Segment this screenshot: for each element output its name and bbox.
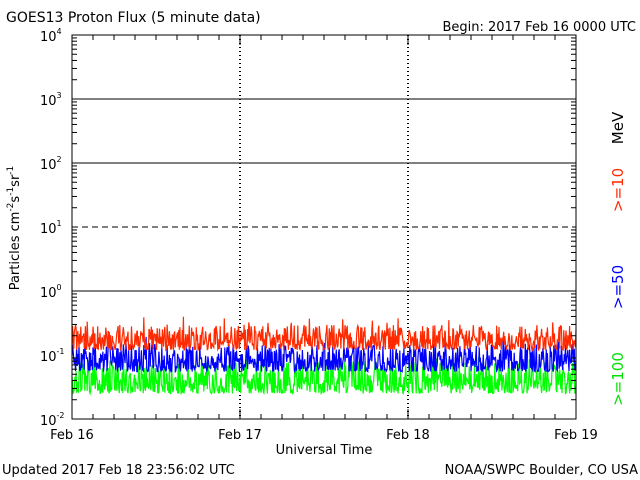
y-axis-title-part: sr [8, 174, 23, 187]
y-tick-label: 10-2 [40, 411, 65, 429]
y-tick-base: 10 [40, 30, 57, 45]
y-axis-title-sup: -1 [6, 166, 16, 175]
series-line-ge100 [71, 351, 577, 396]
x-tick-label: Feb 19 [554, 428, 598, 443]
axes [71, 34, 577, 420]
y-tick-exp: 4 [57, 27, 62, 36]
x-tick-label: Feb 17 [218, 428, 262, 443]
x-tick-labels: Feb 16 Feb 17 Feb 18 Feb 19 [50, 428, 598, 443]
y-tick-label: 104 [40, 27, 62, 45]
y-tick-exp: 3 [57, 91, 62, 100]
y-tick-label: 103 [40, 91, 62, 109]
unit-label: MeV [609, 111, 627, 144]
x-tick-label: Feb 16 [50, 428, 94, 443]
chart-title: GOES13 Proton Flux (5 minute data) [6, 10, 261, 26]
y-tick-base: 10 [40, 222, 57, 237]
x-tick-label: Feb 18 [386, 428, 430, 443]
y-tick-label: 100 [40, 283, 62, 301]
grid [72, 35, 576, 419]
y-tick-base: 10 [40, 414, 57, 429]
series-layer [71, 316, 577, 396]
legend-ge10: >=10 [609, 168, 627, 212]
y-tick-base: 10 [40, 94, 57, 109]
y-tick-label: 102 [40, 155, 62, 173]
legend-ge100: >=100 [609, 352, 627, 406]
y-tick-base: 10 [40, 286, 57, 301]
series-line-ge10 [71, 316, 577, 352]
y-tick-base: 10 [40, 158, 57, 173]
legend-ge50: >=50 [609, 265, 627, 309]
y-axis-title-sup: -2 [6, 203, 16, 212]
y-tick-exp: 0 [57, 283, 62, 292]
y-axis-title-sup: -1 [6, 187, 16, 196]
y-tick-exp: -1 [57, 347, 65, 356]
y-tick-label: 10-1 [40, 347, 65, 365]
y-tick-label: 101 [40, 219, 62, 237]
data-source: NOAA/SWPC Boulder, CO USA [445, 463, 638, 478]
x-axis-title: Universal Time [276, 443, 373, 458]
y-tick-base: 10 [40, 350, 57, 365]
y-axis-title: Particles cm-2s-1sr-1 [6, 166, 23, 291]
y-tick-exp: 1 [57, 219, 62, 228]
y-tick-exp: -2 [57, 411, 65, 420]
series-line-ge50 [71, 336, 577, 374]
y-tick-exp: 2 [57, 155, 62, 164]
y-axis-title-part: s [8, 196, 23, 203]
y-axis-title-part: Particles cm [8, 212, 23, 291]
updated-time: Updated 2017 Feb 18 23:56:02 UTC [2, 463, 235, 478]
begin-time: Begin: 2017 Feb 16 0000 UTC [442, 20, 636, 35]
